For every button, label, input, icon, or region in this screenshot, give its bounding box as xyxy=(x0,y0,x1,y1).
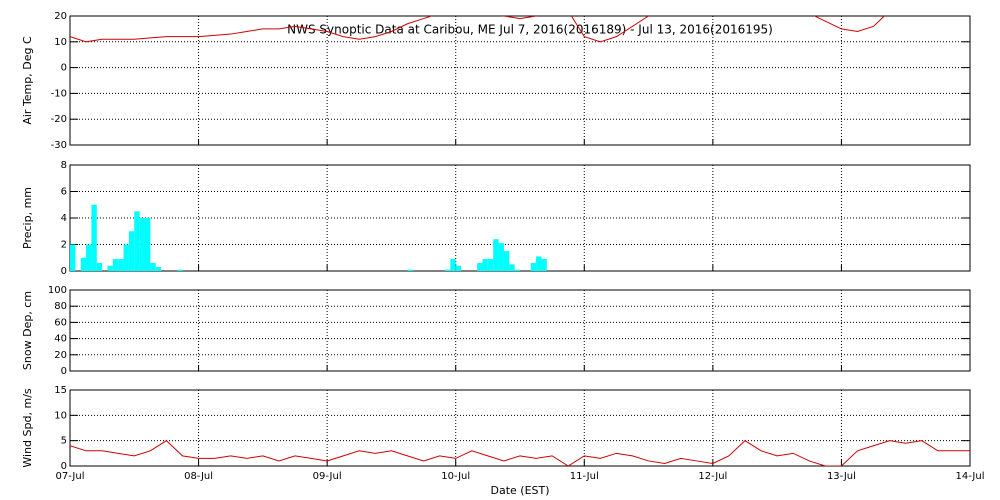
bar xyxy=(455,265,462,271)
y-tick-label: 15 xyxy=(54,385,67,396)
bar xyxy=(150,263,156,271)
y-tick-label: 100 xyxy=(48,285,67,296)
bar xyxy=(118,259,124,271)
x-tick-label: 11-Jul xyxy=(570,471,599,482)
bar xyxy=(450,259,456,271)
bar xyxy=(445,269,451,271)
bar xyxy=(80,257,87,271)
bar xyxy=(514,269,520,271)
y-tick-label: 5 xyxy=(61,436,67,447)
bar xyxy=(139,218,145,271)
y-tick-label: 80 xyxy=(54,301,67,312)
bar xyxy=(493,239,499,271)
x-axis-label: Date (EST) xyxy=(490,484,549,497)
y-tick-label: 0 xyxy=(61,63,67,74)
y-tick-label: -10 xyxy=(51,88,67,99)
y-tick-label: 8 xyxy=(61,160,67,171)
y-tick-label: 60 xyxy=(54,317,67,328)
bar xyxy=(145,218,151,271)
bar xyxy=(503,251,510,271)
bar xyxy=(128,231,135,271)
y-tick-label: 0 xyxy=(61,366,67,377)
bar xyxy=(177,269,183,271)
bar xyxy=(96,263,103,271)
data-line xyxy=(70,16,886,43)
plot-frame xyxy=(69,15,971,146)
bar xyxy=(107,265,113,271)
y-tick-label: 6 xyxy=(61,187,67,198)
bar xyxy=(487,259,494,271)
bar xyxy=(123,244,129,271)
x-tick-label: 12-Jul xyxy=(698,471,727,482)
bar xyxy=(498,243,504,271)
x-tick-label: 08-Jul xyxy=(184,471,213,482)
bar xyxy=(536,256,542,271)
plot-frame xyxy=(69,389,971,467)
bar xyxy=(86,244,92,271)
y-axis-label: Snow Dep, cm xyxy=(21,291,34,370)
y-tick-label: 0 xyxy=(61,461,67,472)
y-tick-label: -20 xyxy=(51,114,67,125)
x-tick-label: 09-Jul xyxy=(313,471,342,482)
bar xyxy=(112,259,119,271)
bar xyxy=(477,263,483,271)
y-axis-label: Wind Spd, m/s xyxy=(21,388,34,468)
bar xyxy=(134,211,140,271)
y-tick-label: 2 xyxy=(61,240,67,251)
bar xyxy=(530,263,537,271)
chart-title: NWS Synoptic Data at Caribou, ME Jul 7, … xyxy=(287,23,773,37)
x-tick-label: 07-Jul xyxy=(56,471,85,482)
y-tick-label: 40 xyxy=(54,334,67,345)
data-line xyxy=(70,440,970,466)
plot-frame xyxy=(69,289,971,372)
y-axis-label: Air Temp, Deg C xyxy=(21,36,34,125)
y-tick-label: 0 xyxy=(61,266,67,277)
bar xyxy=(509,264,515,271)
y-tick-label: -30 xyxy=(51,140,67,151)
y-tick-label: 4 xyxy=(61,213,67,224)
y-tick-label: 10 xyxy=(54,37,67,48)
bar xyxy=(541,259,547,271)
bar xyxy=(407,269,413,271)
x-tick-label: 10-Jul xyxy=(441,471,470,482)
bar xyxy=(91,204,97,271)
bar xyxy=(70,244,76,271)
y-tick-label: 20 xyxy=(54,11,67,22)
bar xyxy=(155,267,162,271)
y-tick-label: 20 xyxy=(54,350,67,361)
y-tick-label: 10 xyxy=(54,410,67,421)
x-tick-label: 13-Jul xyxy=(827,471,856,482)
y-axis-label: Precip, mm xyxy=(21,187,34,249)
x-tick-label: 14-Jul xyxy=(956,471,985,482)
bar xyxy=(482,259,488,271)
